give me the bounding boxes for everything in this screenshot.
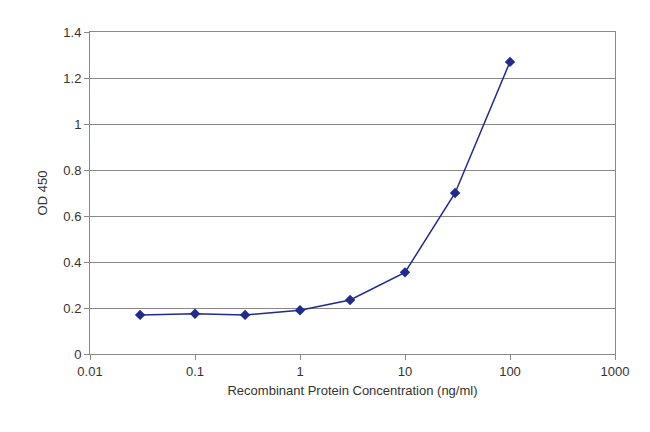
svg-text:1.4: 1.4 <box>63 25 81 40</box>
svg-text:0.6: 0.6 <box>63 209 81 224</box>
svg-text:0.1: 0.1 <box>186 364 204 379</box>
svg-text:Recombinant Protein Concentrat: Recombinant Protein Concentration (ng/ml… <box>227 383 477 398</box>
svg-text:1.2: 1.2 <box>63 71 81 86</box>
svg-text:0.4: 0.4 <box>63 255 81 270</box>
svg-text:100: 100 <box>499 364 521 379</box>
svg-text:1000: 1000 <box>601 364 630 379</box>
svg-text:0.2: 0.2 <box>63 301 81 316</box>
svg-text:1: 1 <box>74 117 81 132</box>
svg-text:OD 450: OD 450 <box>35 171 50 216</box>
svg-text:0.8: 0.8 <box>63 163 81 178</box>
svg-text:10: 10 <box>398 364 412 379</box>
svg-text:0.01: 0.01 <box>77 364 102 379</box>
svg-text:1: 1 <box>296 364 303 379</box>
svg-text:0: 0 <box>74 347 81 362</box>
